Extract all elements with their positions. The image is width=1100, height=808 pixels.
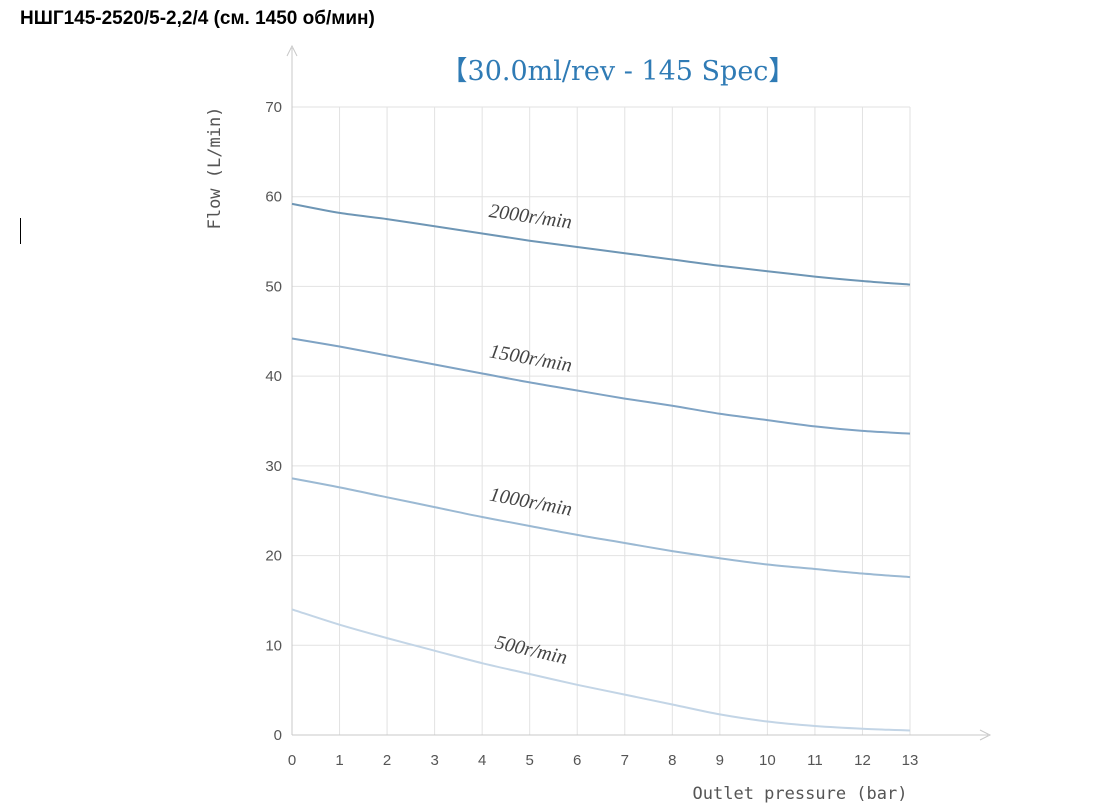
y-tick-label: 40 <box>265 368 282 385</box>
x-tick-label: 4 <box>478 752 486 769</box>
y-tick-label: 0 <box>274 727 282 744</box>
x-tick-label: 0 <box>288 752 296 769</box>
x-axis-arrow <box>979 729 992 741</box>
series-label: 1500r/min <box>488 340 574 376</box>
y-axis-title: Flow (L/min) <box>205 107 225 230</box>
series-label: 500r/min <box>493 631 569 669</box>
text-cursor <box>20 218 21 244</box>
axes-layer <box>286 44 992 741</box>
y-tick-label: 10 <box>265 637 282 654</box>
x-tick-label: 13 <box>902 752 919 769</box>
y-tick-label: 30 <box>265 458 282 475</box>
page-heading: НШГ145-2520/5-2,2/4 (см. 1450 об/мин) <box>20 8 375 29</box>
y-tick-label: 70 <box>265 99 282 116</box>
series-label: 1000r/min <box>488 484 574 521</box>
x-tick-label: 3 <box>430 752 438 769</box>
x-tick-label: 2 <box>383 752 391 769</box>
x-tick-label: 6 <box>573 752 581 769</box>
y-tick-label: 60 <box>265 189 282 206</box>
x-tick-label: 1 <box>335 752 343 769</box>
y-axis-arrow <box>286 44 298 57</box>
x-tick-label: 12 <box>854 752 871 769</box>
y-tick-label: 20 <box>265 548 282 565</box>
series-line-2000r-min <box>291 202 911 286</box>
chart-title: 【30.0ml/rev - 145 Spec】 <box>441 56 796 87</box>
series-line-1000r-min <box>291 477 911 579</box>
x-tick-label: 7 <box>621 752 629 769</box>
x-axis-title: Outlet pressure (bar) <box>693 784 908 804</box>
series-layer: 2000r/min 1500r/min 1000r/min 500r/min <box>291 200 911 732</box>
y-tick-label: 50 <box>265 278 282 295</box>
series-line-500r-min <box>291 608 911 732</box>
series-label: 2000r/min <box>488 200 574 233</box>
x-tick-label: 9 <box>716 752 724 769</box>
x-tick-label: 5 <box>526 752 534 769</box>
grid-layer <box>292 106 911 735</box>
x-tick-label: 8 <box>668 752 676 769</box>
x-tick-label: 10 <box>759 752 776 769</box>
x-tick-label: 11 <box>807 752 823 769</box>
series-line-1500r-min <box>291 337 911 435</box>
